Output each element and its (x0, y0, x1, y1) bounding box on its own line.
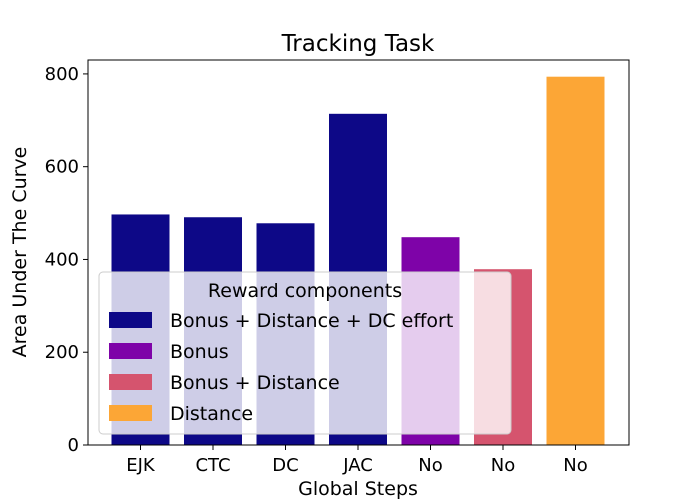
legend-label-4: Distance (170, 403, 253, 425)
y-axis-title: Area Under The Curve (9, 147, 31, 358)
chart-title: Tracking Task (281, 31, 435, 57)
y-tick-label-2: 200 (45, 342, 79, 363)
legend-swatch-3 (109, 374, 152, 390)
y-tick-label-3: 400 (45, 249, 79, 270)
legend-label-3: Bonus + Distance (170, 372, 340, 394)
x-tick-label-5: No (418, 455, 442, 476)
x-tick-label-6: No (491, 455, 515, 476)
legend-swatch-1 (109, 312, 152, 328)
y-axis: 0 200 400 600 800 (45, 64, 88, 456)
legend: Reward components Bonus + Distance + DC … (98, 271, 512, 435)
y-tick-label-4: 600 (45, 157, 79, 178)
x-axis-title: Global Steps (298, 478, 418, 500)
x-tick-label-2: CTC (195, 455, 230, 476)
legend-label-1: Bonus + Distance + DC effort (170, 310, 453, 332)
x-tick-label-3: DC (272, 455, 298, 476)
legend-title: Reward components (208, 280, 402, 302)
x-tick-label-4: JAC (342, 455, 373, 476)
x-axis: EJK CTC DC JAC No No No (126, 445, 588, 476)
x-tick-label-7: No (563, 455, 587, 476)
y-tick-label-1: 0 (68, 435, 79, 456)
legend-label-2: Bonus (170, 341, 229, 363)
x-tick-label-1: EJK (126, 455, 156, 476)
y-tick-label-5: 800 (45, 64, 79, 85)
legend-entries: Bonus + Distance + DC effort Bonus Bonus +… (109, 310, 453, 425)
legend-swatch-4 (109, 405, 152, 421)
bar-7 (546, 76, 605, 445)
legend-box (98, 271, 512, 435)
legend-swatch-2 (109, 343, 152, 359)
